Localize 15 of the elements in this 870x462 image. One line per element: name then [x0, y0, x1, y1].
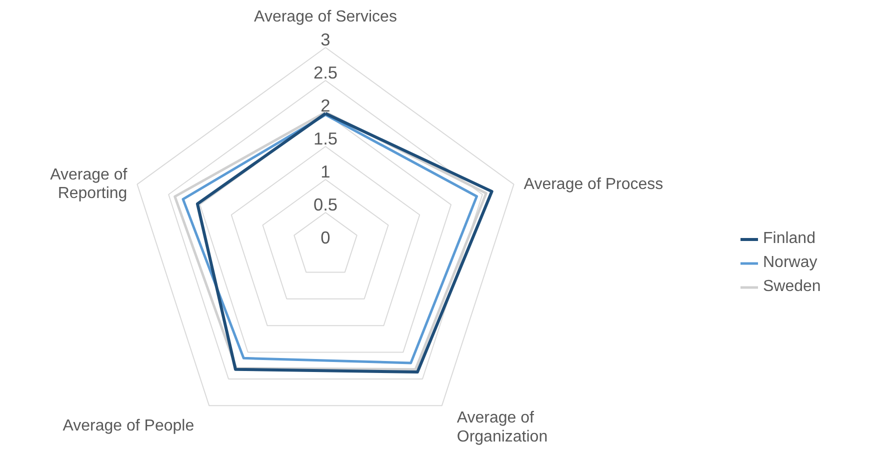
- spoke-label: Average of People: [62, 418, 194, 435]
- spoke-label: Average of Reporting: [50, 166, 128, 202]
- legend-label: Sweden: [763, 278, 821, 296]
- spoke-label: Average of Process: [524, 176, 664, 193]
- y-tick-label: 2.5: [313, 62, 338, 82]
- legend-label: Finland: [763, 230, 816, 248]
- y-tick-label: 2: [320, 96, 330, 116]
- y-tick-label: 1.5: [313, 128, 338, 148]
- spoke-label: Average of Services: [254, 8, 397, 26]
- y-tick-label: 0: [320, 228, 330, 248]
- y-tick-label: 0.5: [313, 194, 338, 214]
- spoke-label: Average of Organization: [456, 410, 548, 446]
- legend-label: Norway: [763, 254, 818, 272]
- y-tick-label: 1: [320, 162, 330, 182]
- y-tick-label: 3: [320, 30, 330, 50]
